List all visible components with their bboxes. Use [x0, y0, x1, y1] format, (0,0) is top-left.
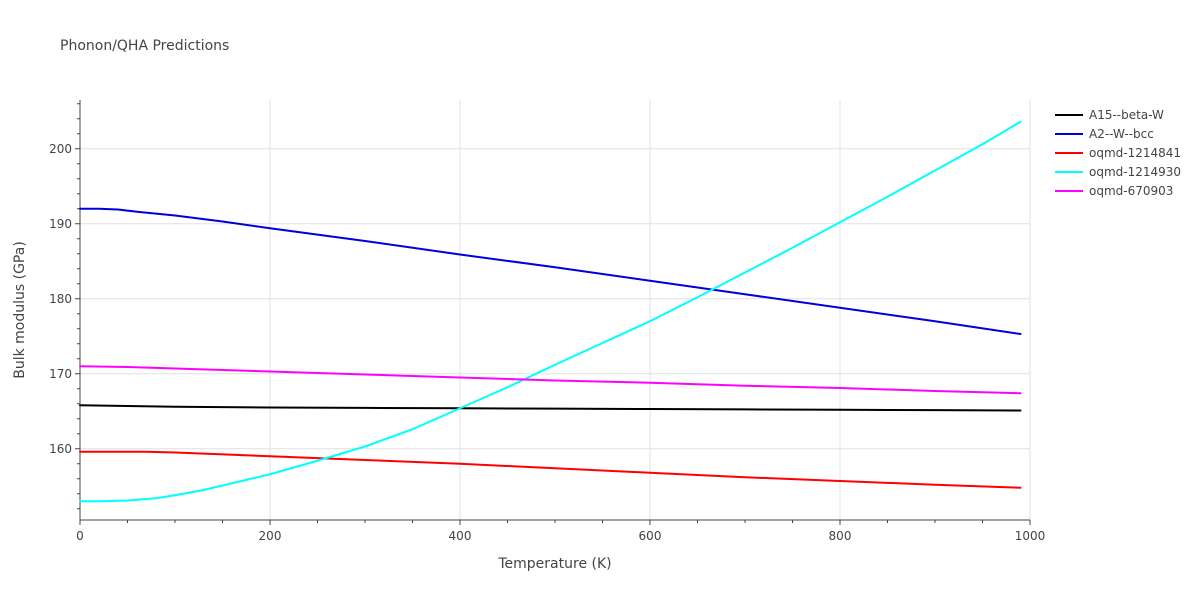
y-tick-label: 200 — [49, 142, 72, 156]
x-tick-label: 600 — [639, 529, 662, 543]
legend-item[interactable]: oqmd-1214930 — [1055, 165, 1181, 179]
legend-label: oqmd-1214841 — [1089, 146, 1181, 160]
axes — [75, 100, 1031, 525]
legend[interactable]: A15--beta-W A2--W--bcc oqmd-1214841 oqmd-12… — [1055, 108, 1181, 198]
y-tick-label: 160 — [49, 442, 72, 456]
series-lines — [79, 120, 1022, 503]
chart-title: Phonon/QHA Predictions — [60, 38, 229, 54]
legend-item[interactable]: oqmd-1214841 — [1055, 146, 1181, 160]
series-line-oqmd-1214930 — [79, 120, 1022, 503]
series-line-oqmd-670903 — [79, 365, 1022, 395]
x-tick-label: 1000 — [1015, 529, 1046, 543]
x-axis-title: Temperature (K) — [497, 556, 611, 572]
x-tick-label: 800 — [829, 529, 852, 543]
y-tick-label: 180 — [49, 292, 72, 306]
x-tick-label: 400 — [449, 529, 472, 543]
series-line-a2-w-bcc — [79, 207, 1022, 335]
tick-labels: 0 200 400 600 800 1000 160 170 180 190 200 — [49, 142, 1045, 543]
legend-label: oqmd-670903 — [1089, 184, 1173, 198]
y-axis-title: Bulk modulus (GPa) — [12, 241, 28, 379]
y-tick-label: 170 — [49, 367, 72, 381]
x-tick-label: 200 — [259, 529, 282, 543]
series-line-a15-beta-w — [79, 404, 1022, 412]
series-line-oqmd-1214841 — [79, 450, 1022, 489]
x-tick-label: 0 — [76, 529, 84, 543]
y-tick-label: 190 — [49, 217, 72, 231]
legend-item[interactable]: A2--W--bcc — [1055, 127, 1154, 141]
legend-label: oqmd-1214930 — [1089, 165, 1181, 179]
legend-item[interactable]: A15--beta-W — [1055, 108, 1164, 122]
legend-item[interactable]: oqmd-670903 — [1055, 184, 1173, 198]
legend-label: A15--beta-W — [1089, 108, 1164, 122]
grid-lines — [80, 100, 1031, 520]
legend-label: A2--W--bcc — [1089, 127, 1154, 141]
